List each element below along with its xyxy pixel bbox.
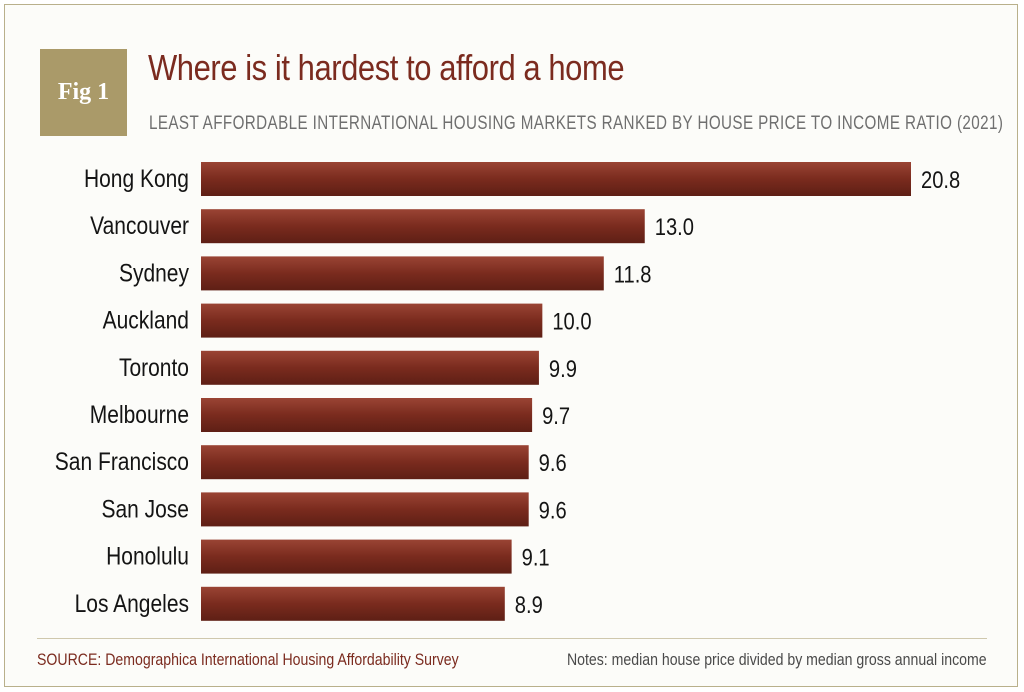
chart-subtitle: LEAST AFFORDABLE INTERNATIONAL HOUSING M… [149, 113, 1004, 134]
bar-row-san-francisco: San Francisco 9.6 [55, 445, 567, 480]
value-label: 9.9 [549, 355, 577, 382]
bar-row-vancouver: Vancouver 13.0 [90, 209, 694, 244]
figure-frame: Fig 1 Where is it hardest to afford a ho… [4, 4, 1018, 687]
bar [201, 350, 539, 385]
category-label: Melbourne [90, 400, 189, 428]
category-label: San Francisco [55, 447, 189, 475]
bar-row-los-angeles: Los Angeles 8.9 [75, 586, 543, 621]
category-label: San Jose [101, 495, 189, 523]
value-label: 9.7 [542, 402, 570, 429]
bar [201, 539, 512, 574]
bar [201, 398, 533, 432]
bar-row-hong-kong: Hong Kong 20.8 [84, 162, 960, 196]
bar-row-honolulu: Honolulu 9.1 [106, 539, 550, 574]
bar [201, 162, 911, 196]
chart-title: Where is it hardest to afford a home [148, 47, 625, 88]
bar-row-toronto: Toronto 9.9 [119, 350, 577, 385]
value-label: 20.8 [921, 166, 960, 193]
bar [201, 256, 604, 291]
category-label: Toronto [119, 353, 189, 381]
value-label: 11.8 [614, 261, 652, 288]
value-label: 9.6 [539, 497, 567, 524]
category-label: Vancouver [90, 211, 189, 239]
method-note: Notes: median house price divided by med… [567, 650, 987, 669]
bar [201, 492, 529, 527]
bar [201, 445, 529, 480]
source-note: SOURCE: Demographica International Housi… [37, 650, 459, 669]
value-label: 13.0 [655, 214, 694, 241]
value-label: 9.1 [522, 544, 550, 571]
value-label: 10.0 [552, 308, 591, 335]
figure-badge: Fig 1 [40, 49, 127, 136]
bar-row-melbourne: Melbourne 9.7 [90, 398, 570, 432]
bar [201, 209, 645, 244]
bar-row-sydney: Sydney 11.8 [119, 256, 652, 291]
bar-row-san-jose: San Jose 9.6 [101, 492, 567, 527]
footer-divider [37, 638, 987, 639]
value-label: 9.6 [539, 450, 567, 477]
category-label: Hong Kong [84, 164, 189, 192]
category-label: Sydney [119, 259, 189, 287]
bar-chart: Hong Kong 20.8 Vancouver 13.0 Sydney 11.8 Auck… [55, 162, 960, 621]
bar [201, 303, 543, 338]
category-label: Los Angeles [75, 589, 189, 617]
category-label: Auckland [103, 306, 189, 334]
bar-row-auckland: Auckland 10.0 [103, 303, 592, 338]
category-label: Honolulu [106, 542, 189, 570]
value-label: 8.9 [515, 591, 543, 618]
bar [201, 586, 505, 621]
